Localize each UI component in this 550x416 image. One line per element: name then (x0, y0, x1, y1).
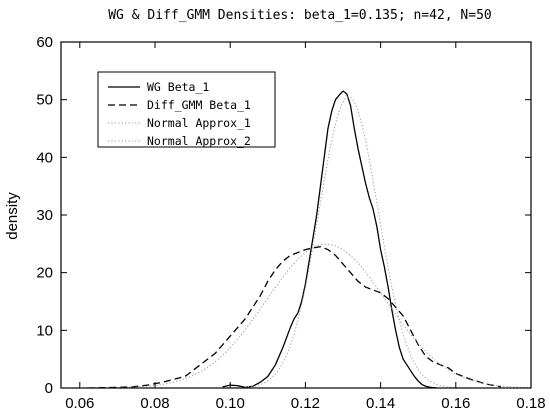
y-tick-label: 30 (36, 207, 53, 224)
series-line-3 (61, 96, 531, 388)
y-tick-label: 0 (45, 380, 53, 397)
x-tick-label: 0.06 (65, 395, 94, 412)
y-tick-label: 20 (36, 265, 53, 282)
legend-box (97, 71, 276, 148)
x-tick-label: 0.16 (441, 395, 470, 412)
y-axis-label: density (4, 192, 21, 240)
ticks-layer: 0.06 0.08 0.10 0.12 0.14 0.16 0.18 0 10 20 30 40 50 6… (36, 34, 545, 412)
x-tick-label: 0.14 (366, 395, 395, 412)
series-line-1 (222, 90, 438, 388)
y-tick-label: 10 (36, 322, 53, 339)
legend-label-4: Normal Approx_2 (147, 134, 251, 148)
x-tick-label: 0.18 (516, 395, 545, 412)
series-layer (61, 90, 531, 388)
legend-label-3: Normal Approx_1 (147, 116, 251, 130)
y-tick-label: 50 (36, 92, 53, 109)
y-tick-label: 60 (36, 34, 53, 51)
x-tick-label: 0.08 (140, 395, 169, 412)
y-tick-label: 40 (36, 149, 53, 166)
x-tick-label: 0.10 (216, 395, 245, 412)
legend-label-1: WG Beta_1 (147, 80, 209, 94)
series-line-2 (87, 246, 502, 388)
legend-label-2: Diff_GMM Beta_1 (147, 98, 251, 112)
series-line-4 (61, 243, 531, 388)
x-tick-label: 0.12 (291, 395, 320, 412)
legend: WG Beta_1 Diff_GMM Beta_1 Normal Approx_1 N… (97, 71, 276, 148)
chart-title: WG & Diff_GMM Densities: beta_1=0.135; n… (108, 8, 492, 23)
